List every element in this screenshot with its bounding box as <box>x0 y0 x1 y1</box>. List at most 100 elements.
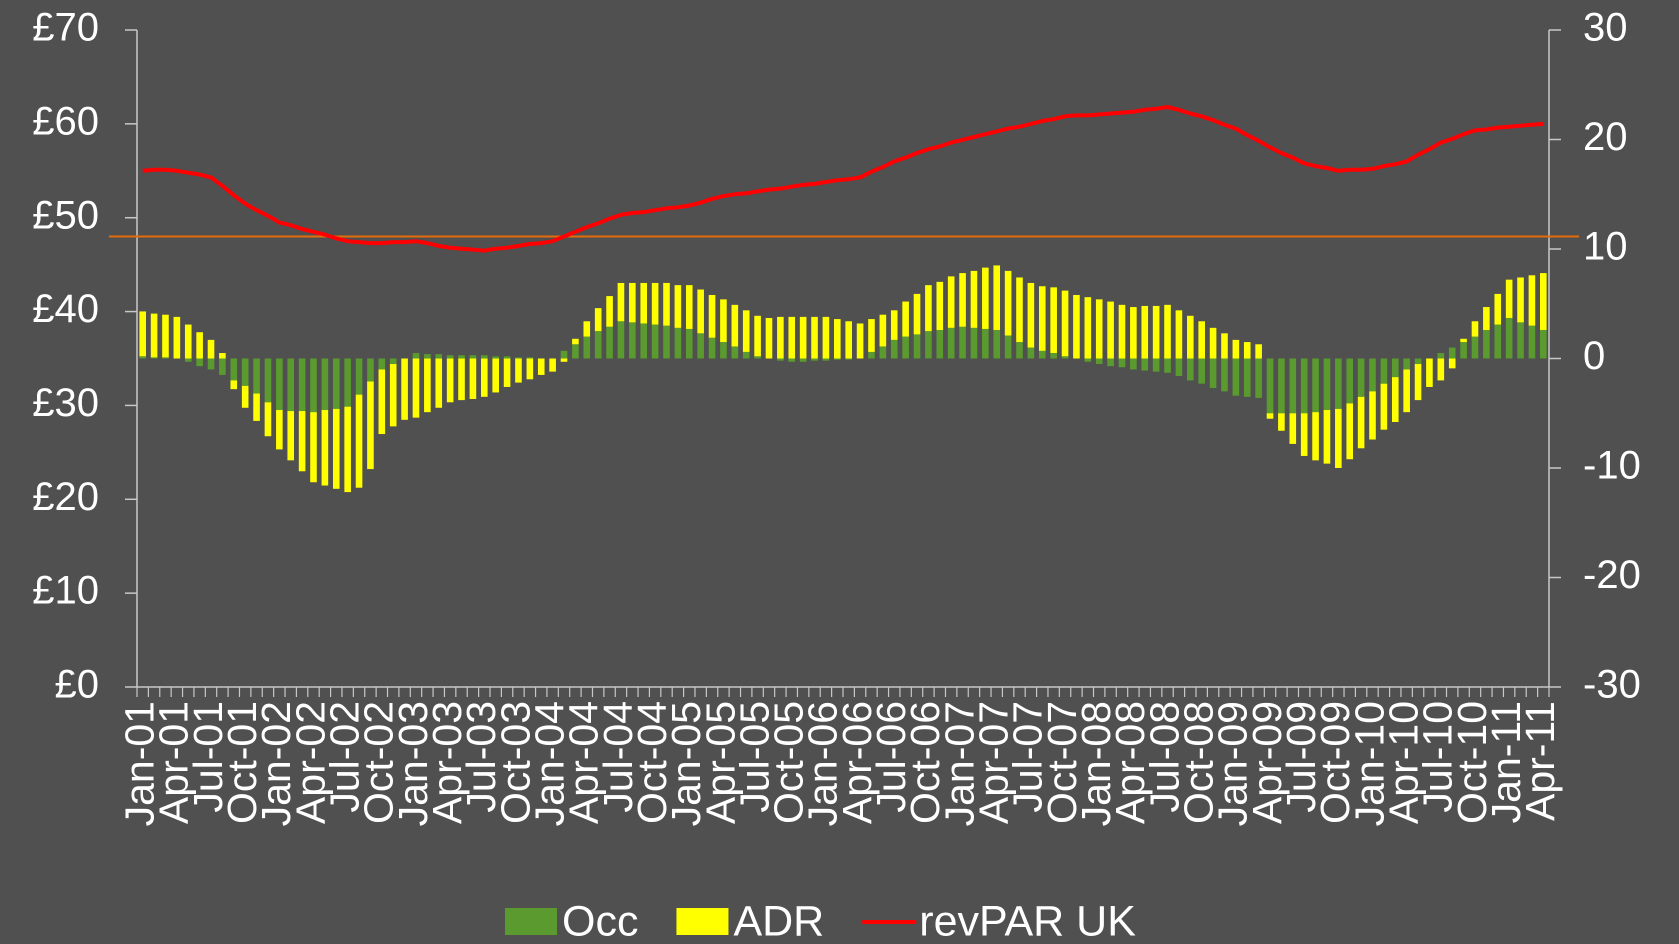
bar <box>492 356 499 359</box>
bar <box>332 358 340 409</box>
x-tick-label: Jul-09 <box>1278 701 1324 813</box>
bar <box>890 339 898 359</box>
bar <box>674 327 682 359</box>
bar <box>822 316 830 359</box>
y2-tick-label: 20 <box>1583 115 1628 159</box>
bar <box>1027 347 1035 359</box>
bar <box>731 304 739 347</box>
bar <box>708 337 716 359</box>
x-tick-label: Jul-02 <box>321 701 367 813</box>
bar <box>1403 358 1410 370</box>
bar <box>1494 324 1502 359</box>
bar <box>902 301 909 337</box>
bar <box>162 314 169 358</box>
x-tick-label: Apr-07 <box>971 701 1017 824</box>
bar <box>1278 358 1285 414</box>
bar <box>947 276 955 328</box>
bar <box>469 355 477 359</box>
bar <box>811 316 818 359</box>
bar <box>367 358 374 382</box>
y2-tick-label: 0 <box>1583 334 1605 378</box>
bar <box>537 358 545 375</box>
y-tick-label: £20 <box>32 475 99 519</box>
y2-tick-label: 10 <box>1583 225 1628 269</box>
bar <box>1232 339 1240 359</box>
bar <box>1391 358 1399 378</box>
bar <box>1346 358 1354 404</box>
bar <box>1016 277 1023 343</box>
x-tick-label: Apr-01 <box>151 701 197 824</box>
x-tick-label: Jan-11 <box>1483 701 1529 823</box>
bar <box>276 358 283 410</box>
bar <box>435 358 443 408</box>
bar <box>1073 294 1080 359</box>
bar <box>868 351 875 359</box>
bar <box>1050 287 1057 354</box>
bar <box>401 358 408 420</box>
bar <box>139 311 146 357</box>
bar <box>1198 358 1205 384</box>
bar <box>583 321 591 337</box>
x-tick-label: Jan-04 <box>526 701 572 826</box>
bar <box>1517 277 1524 323</box>
bar <box>1152 305 1160 359</box>
bar <box>230 380 238 390</box>
bar <box>936 281 944 331</box>
bar <box>515 358 522 383</box>
bar <box>1130 358 1137 370</box>
x-tick-label: Oct-06 <box>902 701 948 824</box>
x-tick-label: Jan-06 <box>800 701 846 826</box>
bar <box>902 336 909 359</box>
bar <box>184 358 192 362</box>
bar <box>1460 338 1467 343</box>
bar <box>481 358 488 397</box>
bar <box>344 406 351 493</box>
bar <box>1494 293 1502 325</box>
bar <box>1130 307 1137 359</box>
bar <box>1266 413 1274 419</box>
bar <box>982 267 989 329</box>
x-tick-label: Apr-11 <box>1517 701 1563 821</box>
y-tick-label: £50 <box>32 193 99 237</box>
x-tick-label: Jan-08 <box>1073 701 1119 826</box>
bar <box>196 358 203 367</box>
bar <box>1038 286 1046 351</box>
bar <box>1187 315 1194 359</box>
bar <box>594 331 602 359</box>
bar <box>959 326 966 359</box>
bar <box>1118 358 1126 368</box>
y-tick-label: £60 <box>32 99 99 143</box>
bar <box>355 394 363 488</box>
bar <box>583 336 591 359</box>
bar <box>412 358 420 418</box>
y2-tick-label: -20 <box>1583 553 1641 597</box>
x-tick-label: Oct-05 <box>766 701 812 824</box>
bar <box>503 358 511 387</box>
bar <box>526 357 534 359</box>
bar <box>1221 333 1228 359</box>
bar <box>1414 358 1422 364</box>
bar <box>697 289 704 334</box>
x-tick-label: Jul-07 <box>1005 701 1051 813</box>
bar <box>1380 358 1388 384</box>
bar <box>1278 413 1285 431</box>
bar <box>264 358 272 403</box>
bar <box>560 358 568 362</box>
y-tick-label: £70 <box>32 6 99 50</box>
x-tick-label: Oct-08 <box>1176 701 1222 824</box>
bar <box>1448 347 1456 359</box>
bar <box>1141 358 1149 371</box>
x-tick-label: Oct-10 <box>1449 701 1495 824</box>
x-tick-label: Jan-09 <box>1210 701 1256 826</box>
legend-swatch <box>505 908 557 935</box>
bar <box>1175 358 1183 377</box>
x-tick-label: Jul-05 <box>731 701 777 813</box>
bar <box>1084 358 1092 362</box>
x-tick-label: Apr-03 <box>424 701 470 824</box>
y-tick-label: £30 <box>32 381 99 425</box>
bar <box>1095 358 1103 364</box>
bar <box>424 354 431 359</box>
bar <box>492 358 499 393</box>
bar <box>1164 358 1171 373</box>
bar <box>754 356 761 359</box>
